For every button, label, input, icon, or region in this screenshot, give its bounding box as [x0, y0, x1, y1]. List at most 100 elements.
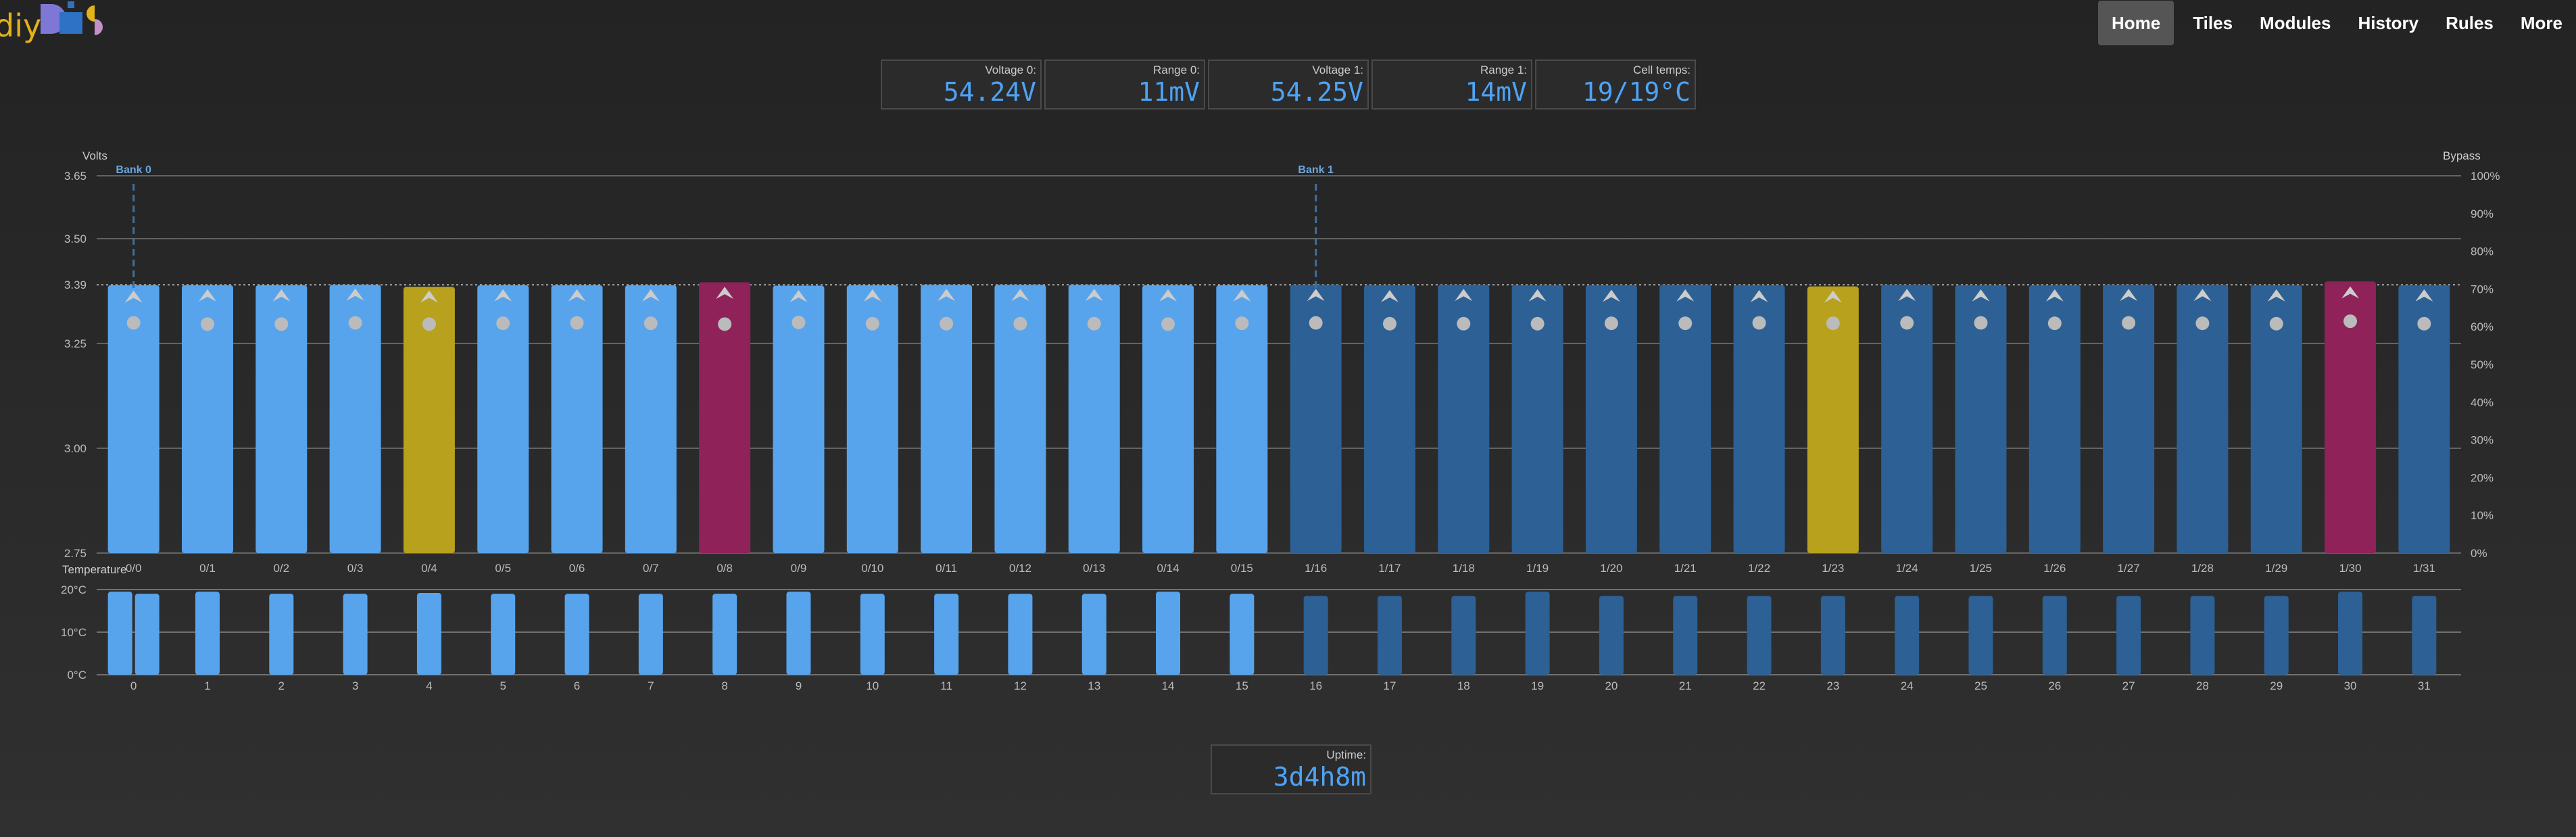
- temp-bar-internal: [343, 594, 368, 675]
- temp-cell-label: 17: [1384, 679, 1396, 692]
- voltage-bar: [551, 285, 603, 553]
- voltage-bar: [994, 285, 1046, 553]
- nav-modules[interactable]: Modules: [2260, 12, 2331, 33]
- temp-cell-label: 30: [2344, 679, 2357, 692]
- temp-cell-label: 10: [866, 679, 879, 692]
- max-voltage-marker: [1972, 289, 1990, 302]
- temp-cell-label: 24: [1901, 679, 1914, 692]
- cell-label: 0/15: [1231, 562, 1253, 575]
- cell-label: 0/4: [421, 562, 437, 575]
- y2-tick-label: 0%: [2471, 547, 2487, 560]
- min-voltage-marker: [792, 315, 806, 329]
- min-voltage-marker: [274, 317, 289, 331]
- temp-bar-internal: [491, 594, 516, 675]
- min-voltage-marker: [1826, 316, 1840, 331]
- max-voltage-marker: [1602, 289, 1620, 302]
- min-voltage-marker: [1235, 316, 1249, 331]
- y2-tick-label: 90%: [2471, 208, 2494, 220]
- logo-shape-plus: [68, 1, 74, 8]
- cell-label: 1/25: [1970, 562, 1992, 575]
- y-tick-label: 3.25: [64, 337, 87, 350]
- cell-label: 0/5: [495, 562, 511, 575]
- cell-label: 1/28: [2191, 562, 2214, 575]
- temp-bar-internal: [638, 594, 663, 675]
- min-voltage-marker: [643, 316, 658, 331]
- bypass-axis-title: Bypass: [2443, 149, 2481, 162]
- temp-cell-label: 20: [1605, 679, 1618, 692]
- cell-label: 0/3: [347, 562, 364, 575]
- voltage-bar: [2325, 281, 2377, 553]
- temp-cell-label: 6: [574, 679, 580, 692]
- temp-cell-label: 31: [2418, 679, 2431, 692]
- tile-uptime: Uptime: 3d4h8m: [1211, 744, 1371, 794]
- y2-tick-label: 70%: [2471, 283, 2494, 295]
- temp-bar-internal: [1303, 596, 1328, 675]
- min-voltage-marker: [865, 316, 879, 331]
- temp-bar-external: [135, 594, 160, 675]
- voltage-bar: [2103, 285, 2155, 553]
- cell-label: 0/14: [1157, 562, 1179, 575]
- min-voltage-marker: [200, 317, 214, 331]
- tile-label: Voltage 1:: [1312, 64, 1363, 76]
- nav-more[interactable]: More: [2520, 12, 2562, 33]
- max-voltage-marker: [2341, 286, 2360, 299]
- temp-cell-label: 3: [352, 679, 358, 692]
- tile-voltage-0: Voltage 0: 54.24V: [881, 59, 1042, 110]
- max-voltage-marker: [198, 289, 216, 302]
- tile-label: Range 0:: [1153, 64, 1200, 76]
- temp-bar-internal: [416, 593, 441, 675]
- temp-cell-label: 21: [1679, 679, 1692, 692]
- max-voltage-marker: [1676, 289, 1695, 302]
- min-voltage-marker: [1087, 316, 1101, 331]
- temp-cell-label: 14: [1162, 679, 1175, 692]
- temp-bar-internal: [860, 594, 885, 675]
- min-voltage-marker: [1530, 316, 1545, 331]
- voltage-bar: [1511, 285, 1563, 553]
- voltage-bar: [1438, 285, 1490, 553]
- temp-bar-internal: [1082, 594, 1107, 675]
- logo-shape-b: [59, 12, 82, 34]
- y2-tick-label: 30%: [2471, 434, 2494, 447]
- y2-tick-label: 100%: [2471, 170, 2500, 183]
- voltage-bar: [2398, 285, 2450, 553]
- max-voltage-marker: [716, 287, 734, 300]
- cell-label: 1/24: [1896, 562, 1918, 575]
- cell-label: 1/21: [1674, 562, 1697, 575]
- cell-label: 0/1: [199, 562, 216, 575]
- temp-cell-label: 18: [1457, 679, 1470, 692]
- min-voltage-marker: [496, 316, 510, 331]
- nav-history[interactable]: History: [2358, 12, 2419, 33]
- nav-rules[interactable]: Rules: [2446, 12, 2494, 33]
- temp-cell-label: 7: [648, 679, 654, 692]
- diybms-logo: diy: [0, 1, 103, 44]
- min-voltage-marker: [570, 316, 584, 330]
- voltage-bar: [1733, 285, 1785, 553]
- y2-tick-label: 20%: [2471, 471, 2494, 484]
- max-voltage-marker: [272, 289, 291, 302]
- voltage-bar: [2028, 285, 2081, 553]
- max-voltage-marker: [1085, 289, 1103, 302]
- logo-text: diy: [0, 7, 41, 44]
- min-voltage-marker: [2195, 316, 2210, 331]
- cell-label: 0/9: [791, 562, 807, 575]
- cell-label: 1/23: [1822, 562, 1844, 575]
- voltage-bar: [1363, 285, 1415, 553]
- cell-label: 0/6: [569, 562, 585, 575]
- voltage-bar: [1659, 285, 1711, 553]
- temp-bar-internal: [2116, 596, 2141, 675]
- logo-shape-s-top: [87, 5, 95, 22]
- cell-label: 1/20: [1600, 562, 1622, 575]
- min-voltage-marker: [1382, 316, 1396, 331]
- nav-home[interactable]: Home: [2098, 1, 2174, 45]
- bank-label: Bank 1: [1298, 164, 1334, 176]
- cell-label: 1/27: [2118, 562, 2140, 575]
- y-tick-label: 3.00: [64, 442, 87, 455]
- min-voltage-marker: [1013, 316, 1027, 331]
- temp-bar-internal: [1747, 596, 1772, 675]
- voltage-bar: [1585, 285, 1637, 553]
- temp-tick-label: 0°C: [67, 669, 87, 681]
- nav-tiles[interactable]: Tiles: [2193, 12, 2233, 33]
- max-voltage-marker: [2045, 289, 2064, 302]
- temp-bar-internal: [1673, 596, 1698, 675]
- min-voltage-marker: [2047, 316, 2062, 331]
